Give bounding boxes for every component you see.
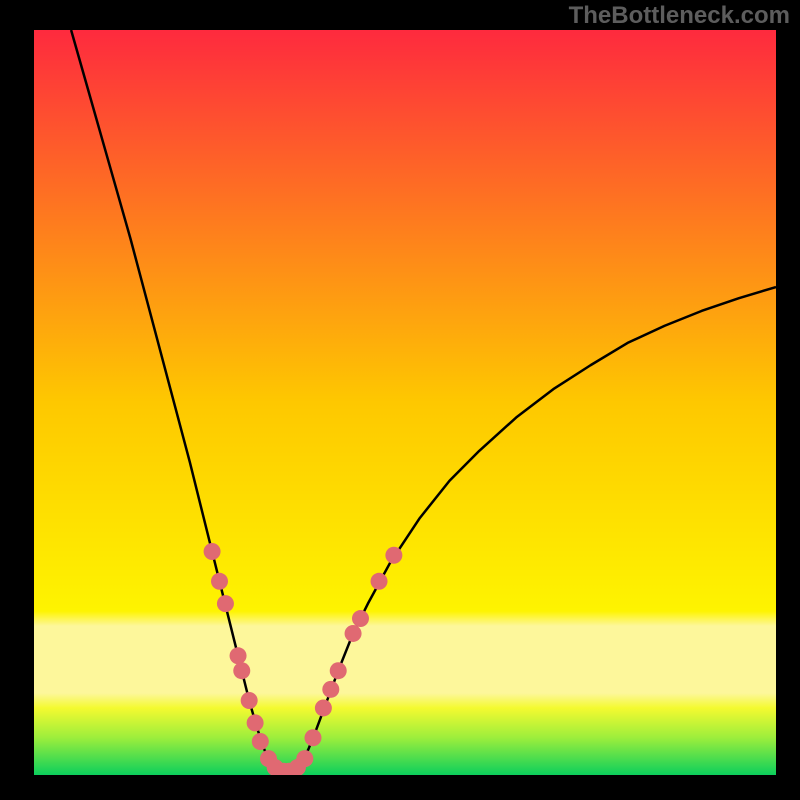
- data-marker: [322, 681, 339, 698]
- data-marker: [296, 750, 313, 767]
- watermark-label: TheBottleneck.com: [569, 0, 800, 30]
- data-marker: [230, 647, 247, 664]
- plot-background: [34, 30, 776, 775]
- data-marker: [315, 699, 332, 716]
- data-marker: [252, 733, 269, 750]
- data-marker: [217, 595, 234, 612]
- data-marker: [241, 692, 258, 709]
- data-marker: [385, 547, 402, 564]
- chart-frame: TheBottleneck.com: [0, 0, 800, 800]
- data-marker: [211, 573, 228, 590]
- plot-area: [34, 30, 776, 775]
- data-marker: [330, 662, 347, 679]
- data-marker: [247, 714, 264, 731]
- data-marker: [345, 625, 362, 642]
- data-marker: [204, 543, 221, 560]
- plot-svg: [34, 30, 776, 775]
- data-marker: [304, 729, 321, 746]
- data-marker: [371, 573, 388, 590]
- data-marker: [352, 610, 369, 627]
- data-marker: [233, 662, 250, 679]
